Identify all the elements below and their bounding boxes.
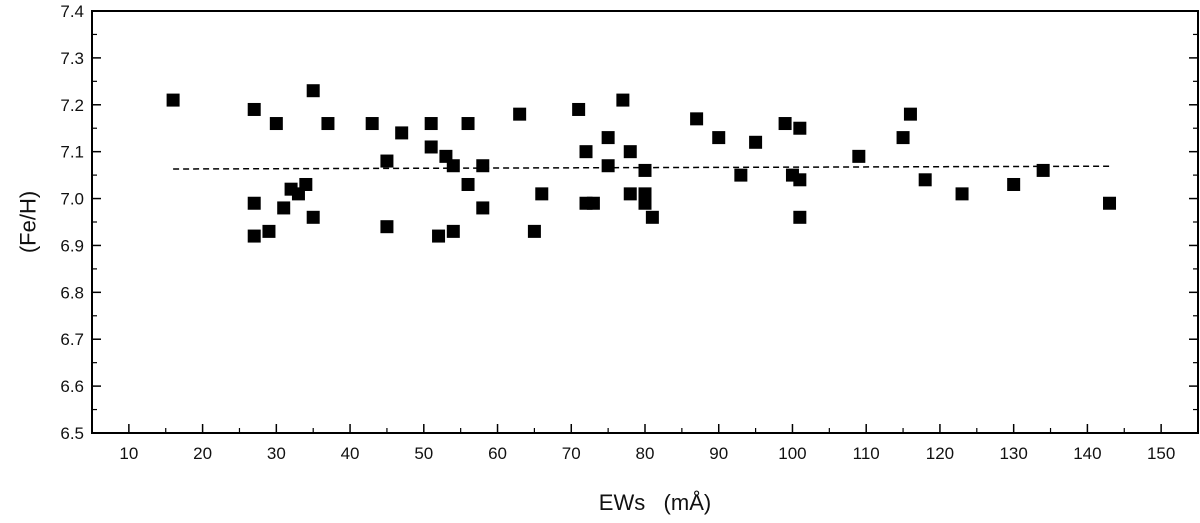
data-point xyxy=(793,173,807,187)
data-point xyxy=(321,117,335,131)
data-point xyxy=(269,117,283,131)
data-point xyxy=(852,149,866,163)
y-tick-label: 7.3 xyxy=(60,49,84,68)
x-tick-label: 150 xyxy=(1147,444,1175,463)
data-point xyxy=(365,117,379,131)
data-point xyxy=(446,224,460,238)
data-point xyxy=(690,112,704,126)
plot-area-frame xyxy=(91,10,1199,434)
x-tick-label: 90 xyxy=(709,444,728,463)
data-point xyxy=(955,187,969,201)
x-tick-label: 10 xyxy=(119,444,138,463)
x-axis-title: EWs (mÅ) xyxy=(599,490,711,515)
x-tick-label: 140 xyxy=(1073,444,1101,463)
data-point xyxy=(1007,177,1021,191)
data-point xyxy=(918,173,932,187)
data-point xyxy=(1103,196,1117,210)
data-point xyxy=(461,117,475,131)
data-point xyxy=(461,177,475,191)
data-point xyxy=(306,84,320,98)
data-point xyxy=(299,177,313,191)
data-point xyxy=(424,117,438,131)
x-tick-label: 80 xyxy=(636,444,655,463)
data-point xyxy=(166,93,180,107)
x-tick-label: 110 xyxy=(853,444,880,463)
data-points-layer xyxy=(166,84,1117,243)
y-tick-label: 7.1 xyxy=(60,143,84,162)
x-tick-label: 100 xyxy=(778,444,806,463)
data-point xyxy=(601,159,615,173)
x-tick-label: 30 xyxy=(267,444,286,463)
data-point xyxy=(749,135,763,149)
y-tick-label: 6.9 xyxy=(60,236,84,255)
data-point xyxy=(638,196,652,210)
data-point xyxy=(896,131,910,145)
data-point xyxy=(579,145,593,159)
y-axis: 6.5 6.6 6.7 6.8 6.9 7.0 7.1 7.2 7.3 7.4 xyxy=(60,2,1198,443)
x-tick-label: 50 xyxy=(414,444,433,463)
data-point xyxy=(793,121,807,135)
data-point xyxy=(247,229,261,243)
data-point xyxy=(572,102,586,116)
y-tick-label: 7.4 xyxy=(60,2,84,21)
data-point xyxy=(380,220,394,234)
data-point xyxy=(712,131,726,145)
data-point xyxy=(476,159,490,173)
trend-line xyxy=(173,165,1110,170)
x-tick-label: 120 xyxy=(926,444,954,463)
data-point xyxy=(778,117,792,131)
y-tick-label: 6.5 xyxy=(60,424,84,443)
data-point xyxy=(395,126,409,140)
data-point xyxy=(262,224,276,238)
data-point xyxy=(1036,163,1050,177)
data-point xyxy=(638,163,652,177)
data-point xyxy=(446,159,460,173)
data-point xyxy=(623,187,637,201)
data-point xyxy=(432,229,446,243)
data-point xyxy=(535,187,549,201)
data-point xyxy=(586,196,600,210)
data-point xyxy=(306,210,320,224)
data-point xyxy=(277,201,291,215)
data-point xyxy=(513,107,527,121)
x-tick-label: 20 xyxy=(193,444,212,463)
y-axis-title: (Fe/H) xyxy=(16,191,41,253)
y-tick-label: 6.8 xyxy=(60,283,84,302)
data-point xyxy=(616,93,630,107)
x-tick-label: 70 xyxy=(562,444,581,463)
y-tick-label: 7.2 xyxy=(60,96,84,115)
data-point xyxy=(476,201,490,215)
data-point xyxy=(424,140,438,154)
x-tick-label: 130 xyxy=(999,444,1027,463)
data-point xyxy=(734,168,748,182)
x-tick-label: 40 xyxy=(341,444,360,463)
data-point xyxy=(623,145,637,159)
data-point xyxy=(247,196,261,210)
y-tick-label: 6.7 xyxy=(60,330,84,349)
data-point xyxy=(793,210,807,224)
data-point xyxy=(247,102,261,116)
data-point xyxy=(601,131,615,145)
x-tick-label: 60 xyxy=(488,444,507,463)
y-tick-label: 7.0 xyxy=(60,190,84,209)
fit-line-layer xyxy=(173,165,1110,170)
x-axis: 10 20 30 40 50 60 70 80 90 100 110 120 130 140 150 xyxy=(91,424,1199,463)
y-tick-label: 6.6 xyxy=(60,377,84,396)
data-point xyxy=(903,107,917,121)
data-point xyxy=(380,154,394,168)
data-point xyxy=(645,210,659,224)
data-point xyxy=(527,224,541,238)
